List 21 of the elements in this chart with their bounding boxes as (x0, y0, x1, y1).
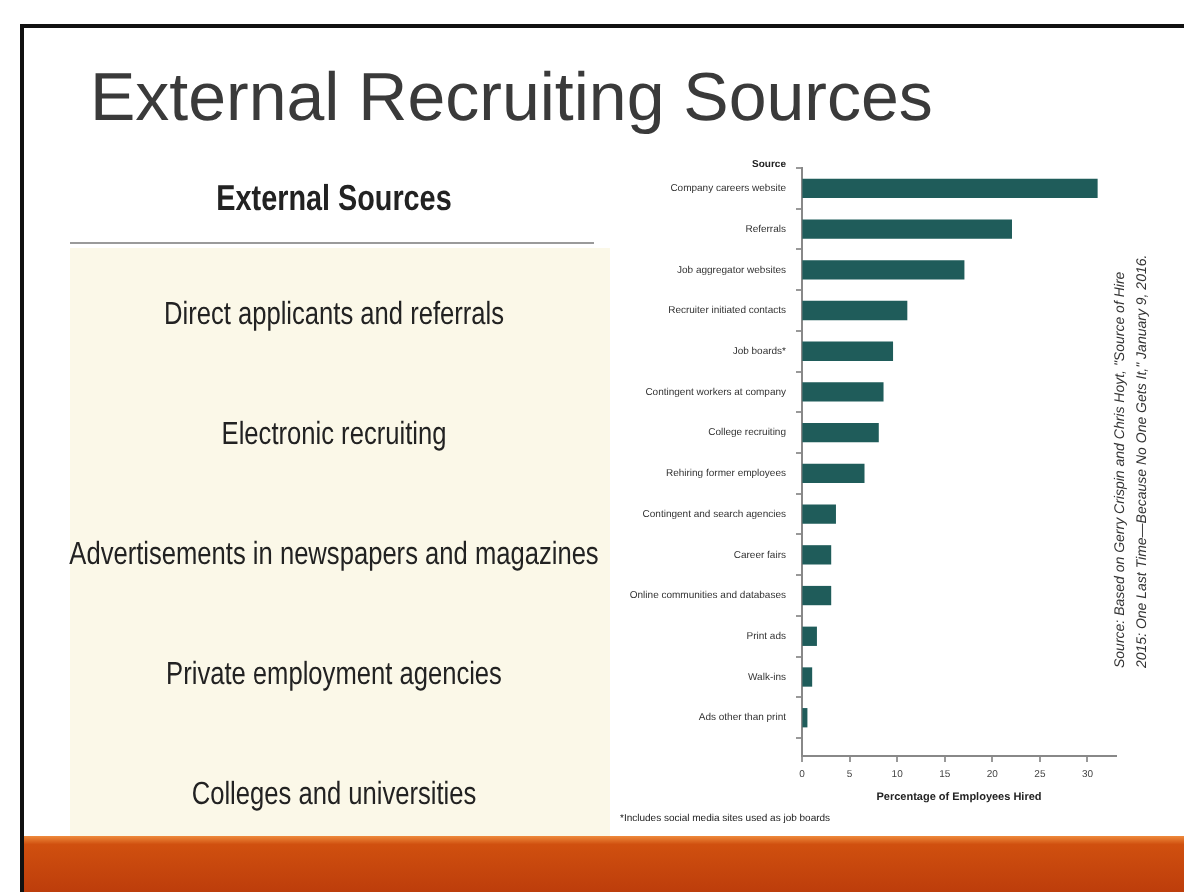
bar (802, 585, 832, 606)
text: External Recruiting Sources (90, 58, 933, 138)
text: Direct applicants and referrals (163, 298, 505, 334)
bar (802, 708, 808, 728)
bar (802, 341, 894, 361)
bar (802, 667, 813, 687)
bar (802, 626, 817, 646)
bar (802, 260, 965, 280)
bar (802, 382, 884, 402)
text: Colleges and universities (191, 778, 477, 814)
bar (802, 463, 865, 484)
bar (802, 423, 879, 443)
bar (802, 545, 832, 565)
bar (802, 504, 836, 524)
text: External Sources (216, 178, 452, 218)
text: Advertisements in newspapers and magazines (69, 538, 599, 574)
text: Private employment agencies (166, 658, 502, 694)
bar (802, 300, 908, 321)
text: Electronic recruiting (221, 418, 447, 454)
bar (802, 178, 1098, 199)
bar (802, 219, 1012, 239)
